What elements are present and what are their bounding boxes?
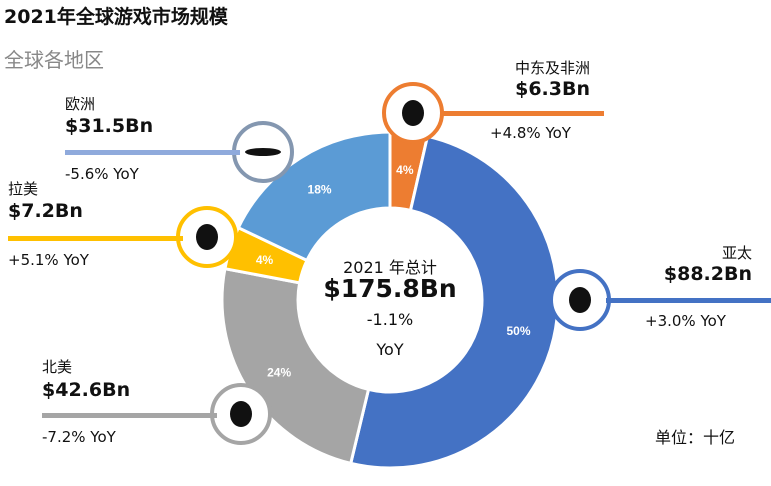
label-na-yoy: -7.2% YoY	[42, 428, 116, 446]
latam-map-icon	[176, 206, 238, 268]
center-year-label: 2021 年总计	[343, 258, 437, 277]
apac-map-icon	[549, 269, 611, 331]
label-mea-yoy: +4.8% YoY	[490, 124, 571, 142]
label-apac-value: $88.2Bn	[663, 263, 752, 285]
na-map-icon	[210, 383, 272, 445]
latam-leader-line	[8, 236, 183, 241]
mea-leader-line	[440, 111, 604, 116]
label-apac-yoy: +3.0% YoY	[645, 312, 726, 330]
center-yoy: YoY	[376, 340, 404, 359]
percent-label-latam: 4%	[256, 253, 274, 267]
label-latam-value: $7.2Bn	[8, 200, 83, 222]
slice-na	[220, 266, 371, 466]
label-latam-yoy: +5.1% YoY	[8, 251, 89, 269]
apac-leader-line	[606, 298, 771, 303]
percent-label-apac: 50%	[506, 324, 530, 338]
percent-label-europe: 18%	[308, 182, 332, 196]
label-europe-name: 欧洲	[65, 95, 96, 113]
slice-apac	[348, 134, 560, 470]
europe-leader-line	[65, 150, 240, 155]
label-na-name: 北美	[42, 358, 73, 376]
chart-subtitle: 全球各地区	[4, 48, 104, 72]
label-apac-name: 亚太	[721, 244, 752, 262]
percent-label-na: 24%	[267, 366, 291, 380]
mea-map-icon	[382, 82, 444, 144]
percent-label-mea: 4%	[396, 163, 414, 177]
label-europe-yoy: -5.6% YoY	[65, 165, 139, 183]
slice-europe	[236, 130, 392, 263]
label-mea-value: $6.3Bn	[515, 78, 590, 100]
center-change: -1.1%	[366, 310, 414, 329]
label-latam-name: 拉美	[8, 180, 39, 198]
unit-label: 单位：十亿	[655, 428, 736, 447]
label-europe-value: $31.5Bn	[65, 115, 154, 137]
europe-map-icon	[232, 121, 294, 183]
label-mea-name: 中东及非洲	[514, 59, 590, 77]
label-na-value: $42.6Bn	[42, 379, 131, 401]
na-leader-line	[42, 413, 217, 418]
center-total: $175.8Bn	[323, 274, 457, 303]
chart-title: 2021年全球游戏市场规模	[4, 6, 228, 28]
